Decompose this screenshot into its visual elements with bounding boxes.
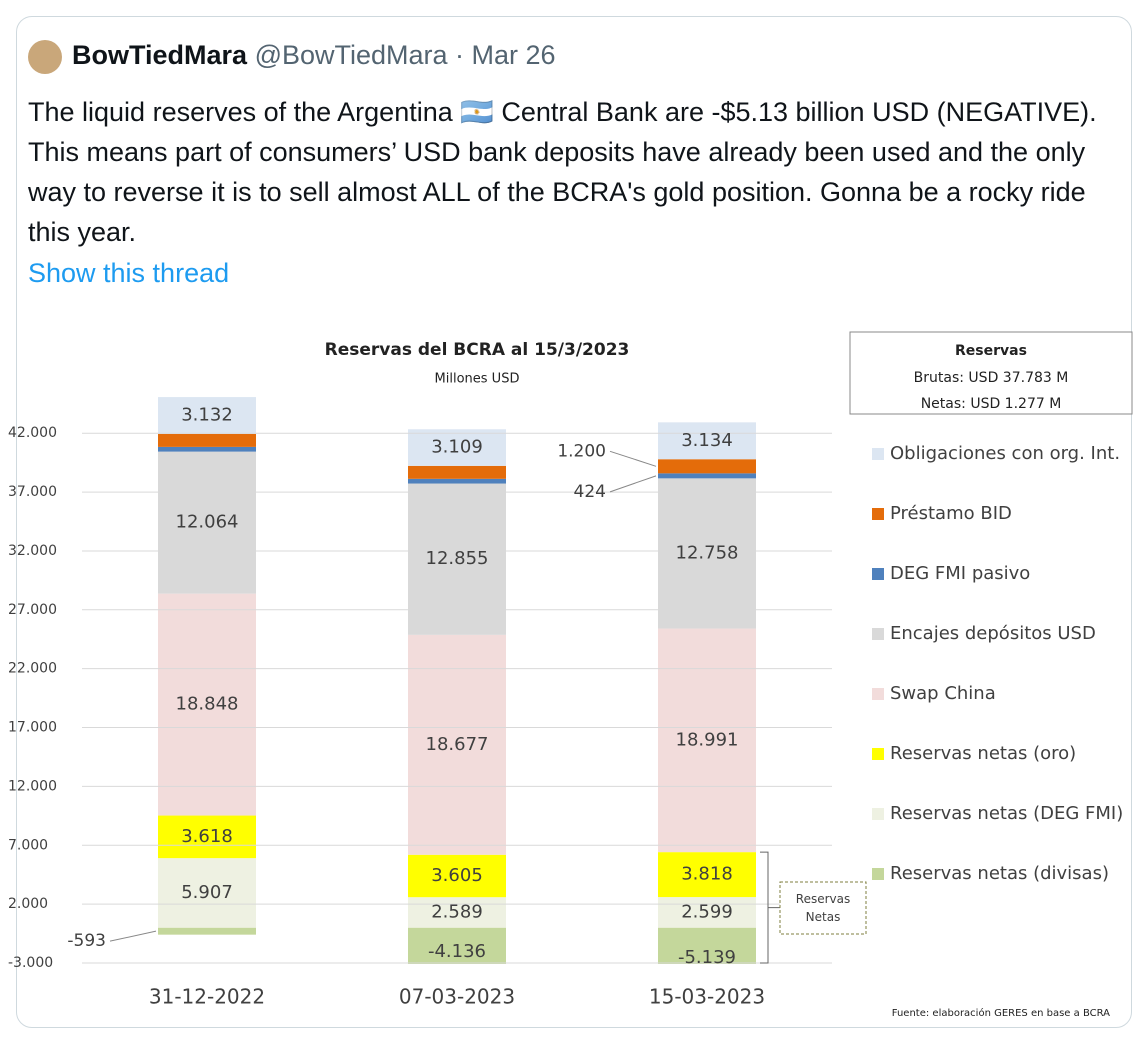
value-label: 12.855 xyxy=(426,548,489,569)
handle[interactable]: @BowTiedMara xyxy=(254,40,448,71)
legend-label: Encajes depósitos USD xyxy=(890,623,1096,644)
y-tick-label: 32.000 xyxy=(8,543,57,559)
x-tick-label: 31-12-2022 xyxy=(149,985,265,1009)
bar-segment xyxy=(408,927,506,964)
legend-swatch xyxy=(872,568,884,580)
bar-segment xyxy=(408,478,506,484)
x-tick-label: 07-03-2023 xyxy=(399,985,515,1009)
y-tick-label: 2.000 xyxy=(8,896,48,912)
annotation: Reservas Netas xyxy=(796,892,850,924)
value-label: 3.605 xyxy=(431,865,483,886)
bar-segment xyxy=(658,852,756,898)
y-tick-label: -3.000 xyxy=(8,955,53,971)
value-label: 3.818 xyxy=(681,864,733,885)
value-label: 12.758 xyxy=(676,542,739,563)
bar-segment xyxy=(658,927,756,964)
y-tick-label: 37.000 xyxy=(8,484,57,500)
legend-label: Obligaciones con org. Int. xyxy=(890,443,1120,464)
value-label: 3.134 xyxy=(681,430,733,451)
y-tick-label: 7.000 xyxy=(8,837,48,853)
value-label: 2.589 xyxy=(431,901,483,922)
info-box-title: Reservas xyxy=(955,343,1027,359)
legend-label: Reservas netas (divisas) xyxy=(890,863,1109,884)
bar-segment xyxy=(158,927,256,935)
value-label: 5.907 xyxy=(181,882,233,903)
value-label: 2.599 xyxy=(681,901,733,922)
bar-segment xyxy=(408,854,506,898)
chart-title: Reservas del BCRA al 15/3/2023 xyxy=(325,340,630,360)
value-label: 12.064 xyxy=(176,512,239,533)
legend-label: Préstamo BID xyxy=(890,503,1012,524)
legend-swatch xyxy=(872,808,884,820)
avatar[interactable] xyxy=(28,40,62,74)
info-box xyxy=(849,331,1133,415)
bar-segment xyxy=(658,897,756,928)
bar-segment xyxy=(158,815,256,859)
info-box-line: Netas: USD 1.277 M xyxy=(921,396,1062,412)
legend-label: Reservas netas (DEG FMI) xyxy=(890,803,1123,824)
bar-segment xyxy=(158,451,256,594)
value-label: -4.136 xyxy=(428,941,486,962)
legend-swatch xyxy=(872,868,884,880)
bar-segment xyxy=(408,634,506,855)
leader-line xyxy=(609,475,657,493)
tweet-header: BowTiedMara @BowTiedMara · Mar 26 xyxy=(28,40,556,74)
legend-swatch xyxy=(872,508,884,520)
bar-segment xyxy=(158,433,256,447)
value-label: -5.139 xyxy=(678,947,736,968)
bar-segment xyxy=(658,422,756,460)
chart-subtitle: Millones USD xyxy=(435,372,520,387)
bar-segment xyxy=(408,465,506,479)
bar-segment xyxy=(158,593,256,816)
bar-segment xyxy=(158,397,256,434)
value-label: 3.132 xyxy=(181,405,233,426)
value-label: 424 xyxy=(574,482,606,502)
legend-swatch xyxy=(872,448,884,460)
legend-label: Swap China xyxy=(890,683,996,704)
value-label: 3.109 xyxy=(431,437,483,458)
value-label: 18.848 xyxy=(176,694,239,715)
bar-segment xyxy=(658,473,756,479)
bar-segment xyxy=(408,897,506,928)
annotation-box xyxy=(779,881,867,935)
bar-segment xyxy=(658,459,756,474)
legend-swatch xyxy=(872,748,884,760)
y-tick-label: 22.000 xyxy=(8,661,57,677)
legend-label: DEG FMI pasivo xyxy=(890,563,1030,584)
value-label: 1.200 xyxy=(557,441,606,461)
legend-swatch xyxy=(872,628,884,640)
bar-segment xyxy=(158,858,256,928)
value-label: 18.991 xyxy=(676,729,739,750)
bar-segment xyxy=(408,429,506,466)
bar-segment xyxy=(658,478,756,629)
source: Fuente: elaboración GERES en base a BCRA xyxy=(892,1007,1110,1019)
author-name[interactable]: BowTiedMara xyxy=(72,40,248,71)
y-tick-label: 27.000 xyxy=(8,602,57,618)
x-tick-label: 15-03-2023 xyxy=(649,985,765,1009)
date[interactable]: Mar 26 xyxy=(471,40,556,71)
value-label: 18.677 xyxy=(426,734,489,755)
bar-segment xyxy=(158,446,256,452)
separator: · xyxy=(447,40,472,71)
tweet-text: The liquid reserves of the Argentina 🇦🇷 … xyxy=(28,97,1097,247)
y-tick-label: 12.000 xyxy=(8,778,57,794)
y-tick-label: 17.000 xyxy=(8,720,57,736)
legend-label: Reservas netas (oro) xyxy=(890,743,1076,764)
plot-area xyxy=(158,397,756,964)
value-label: -593 xyxy=(67,931,106,951)
info-box-line: Brutas: USD 37.783 M xyxy=(914,370,1069,386)
y-tick-label: 42.000 xyxy=(8,425,57,441)
bar-segment xyxy=(658,628,756,853)
show-thread[interactable]: Show this thread xyxy=(28,258,230,288)
leader-line xyxy=(609,450,657,467)
legend-swatch xyxy=(872,688,884,700)
value-label: 3.618 xyxy=(181,826,233,847)
tweet-card xyxy=(16,16,1132,1028)
leader-line xyxy=(109,930,157,942)
bracket xyxy=(760,851,780,964)
